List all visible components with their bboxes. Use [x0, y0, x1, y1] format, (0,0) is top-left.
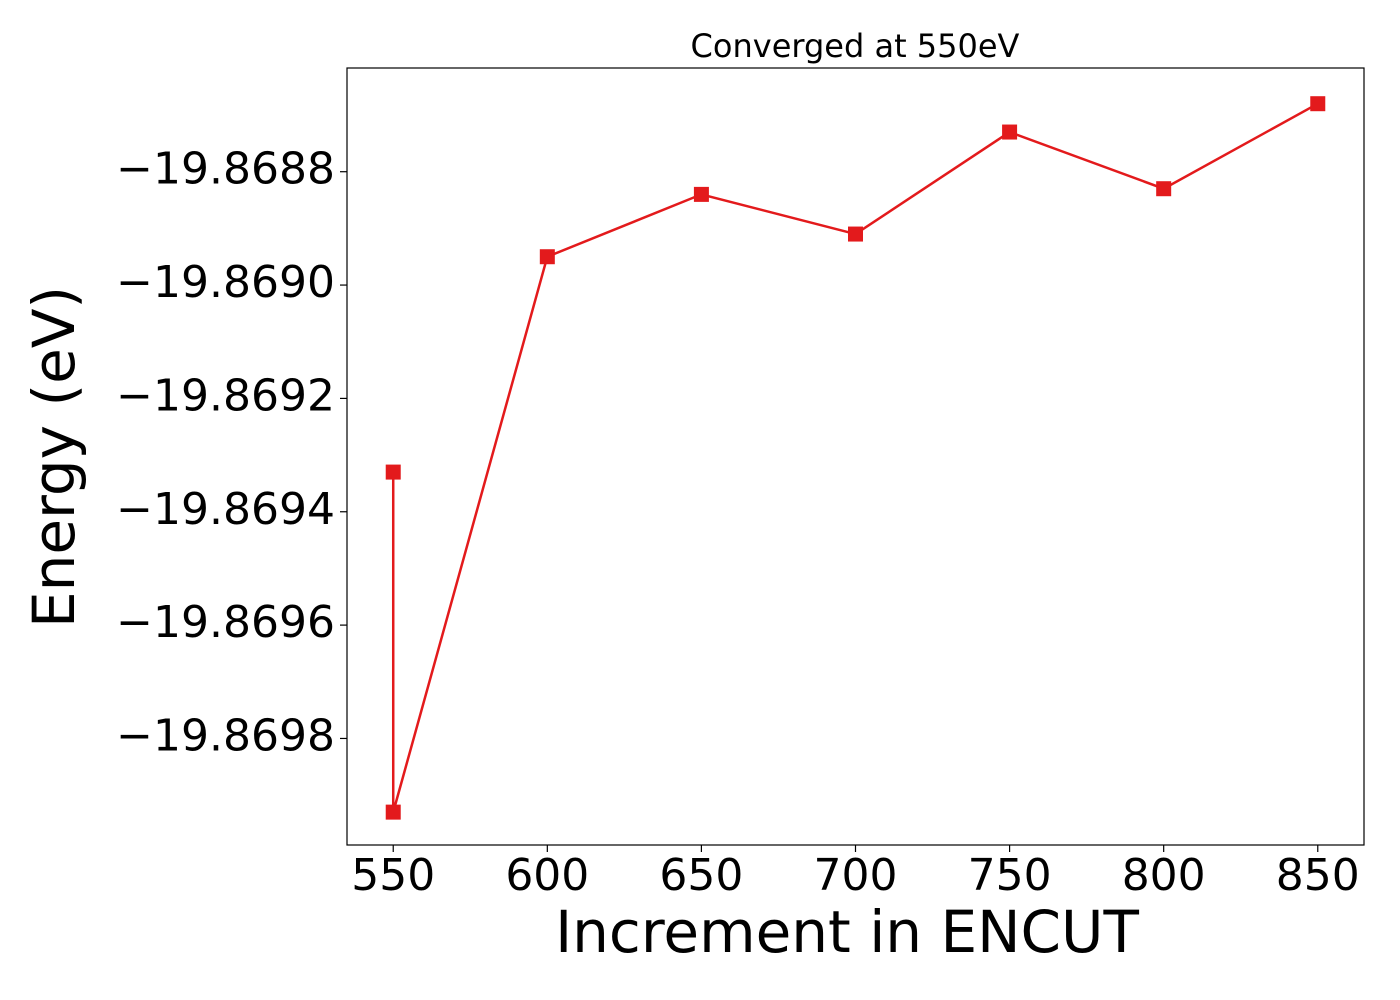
marker	[1310, 96, 1326, 112]
x-tick-label: 550	[351, 850, 435, 901]
marker	[693, 186, 709, 202]
y-tick-label: −19.8694	[116, 484, 335, 535]
chart-title: Converged at 550eV	[691, 27, 1020, 65]
marker	[1156, 181, 1172, 197]
x-tick-label: 700	[814, 850, 898, 901]
y-axis-label: Energy (eV)	[20, 286, 88, 628]
marker	[848, 226, 863, 242]
x-tick-label: 600	[505, 850, 589, 901]
y-tick-label: −19.8698	[116, 710, 335, 761]
marker	[385, 804, 401, 820]
x-axis-label: Increment in ENCUT	[555, 898, 1139, 966]
y-tick-label: −19.8690	[116, 257, 335, 308]
x-tick-label: 850	[1276, 850, 1360, 901]
marker	[1002, 124, 1018, 140]
y-tick-label: −19.8688	[116, 144, 335, 195]
x-tick-label: 800	[1122, 850, 1206, 901]
line	[391, 102, 1319, 813]
x-tick-label: 750	[968, 850, 1052, 901]
plot-frame	[346, 67, 1365, 846]
marker	[385, 464, 401, 480]
y-tick-label: −19.8692	[116, 370, 335, 421]
y-tick-label: −19.8696	[116, 597, 335, 648]
marker	[539, 249, 555, 265]
x-tick-label: 650	[659, 850, 743, 901]
